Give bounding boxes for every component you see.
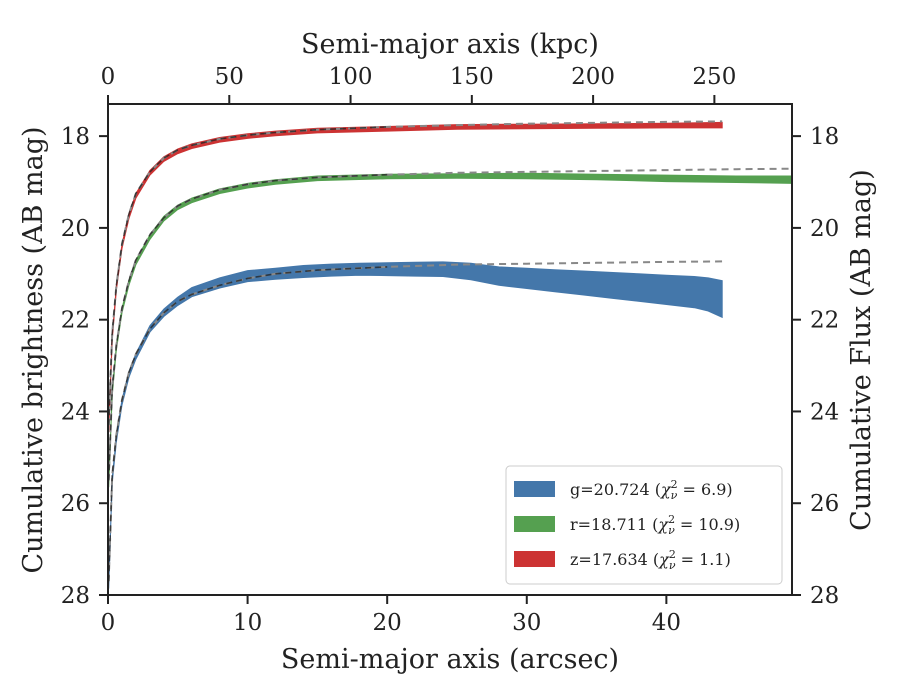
x-tick-label: 0 — [101, 610, 116, 636]
legend-box — [505, 465, 783, 585]
y2-tick-label: 20 — [810, 216, 839, 242]
y2-tick-label: 22 — [810, 308, 839, 334]
x2-tick-label: 50 — [215, 64, 244, 90]
y-axis-title: Cumulative brightness (AB mag) — [18, 126, 49, 573]
axes-ticks: 0 10 20 30 40 0 50 100 150 200 250 18 20 22 24 26 28 18 20… — [61, 64, 840, 636]
plot-layer — [108, 120, 792, 589]
x2-tick-label: 150 — [450, 64, 494, 90]
series-band-g — [108, 261, 723, 589]
legend-label-z: z=17.634 (χ2 ν = 1.1) — [570, 548, 731, 572]
y-tick-label: 22 — [61, 308, 90, 334]
y-tick-label: 24 — [61, 399, 90, 425]
legend-label-g: g=20.724 (χ2 ν = 6.9) — [570, 478, 733, 502]
y2-axis-title: Cumulative Flux (AB mag) — [846, 169, 877, 531]
y2-tick-label: 28 — [810, 583, 839, 609]
y-tick-label: 20 — [61, 216, 90, 242]
series-band-r — [108, 172, 792, 488]
x-tick-label: 40 — [652, 610, 681, 636]
plot-frame — [107, 103, 793, 596]
y-tick-label: 28 — [61, 583, 90, 609]
y-tick-label: 26 — [61, 491, 90, 517]
x-tick-label: 20 — [373, 610, 402, 636]
model-fit-inner-r — [108, 173, 388, 481]
y2-tick-label: 24 — [810, 399, 839, 425]
y2-tick-label: 26 — [810, 491, 839, 517]
legend-entries: g=20.724 (χ2 ν = 6.9) r=18.711 (χ2 ν = 10.9… — [514, 478, 740, 572]
y2-tick-label: 18 — [810, 124, 839, 150]
legend-swatch-g — [514, 481, 555, 497]
x2-tick-label: 0 — [101, 64, 116, 90]
model-fit-g — [108, 260, 723, 582]
legend-swatch-r — [514, 516, 555, 532]
plot-area — [108, 120, 792, 589]
x2-axis-title: Semi-major axis (kpc) — [301, 29, 599, 60]
y-tick-label: 18 — [61, 124, 90, 150]
series-band-z — [108, 121, 723, 433]
x-tick-label: 30 — [512, 610, 541, 636]
x2-tick-label: 100 — [329, 64, 373, 90]
legend: g=20.724 (χ2 ν = 6.9) r=18.711 (χ2 ν = 10.9… — [505, 465, 783, 585]
legend-swatch-z — [514, 551, 555, 567]
x2-tick-label: 250 — [692, 64, 736, 90]
x2-tick-label: 200 — [571, 64, 615, 90]
x-tick-label: 10 — [233, 610, 262, 636]
model-fit-inner-z — [108, 126, 388, 426]
legend-label-r: r=18.711 (χ2 ν = 10.9) — [570, 513, 740, 537]
model-fit-r — [108, 167, 792, 481]
model-fit-inner-g — [108, 266, 388, 582]
x-axis-title: Semi-major axis (arcsec) — [281, 644, 619, 675]
